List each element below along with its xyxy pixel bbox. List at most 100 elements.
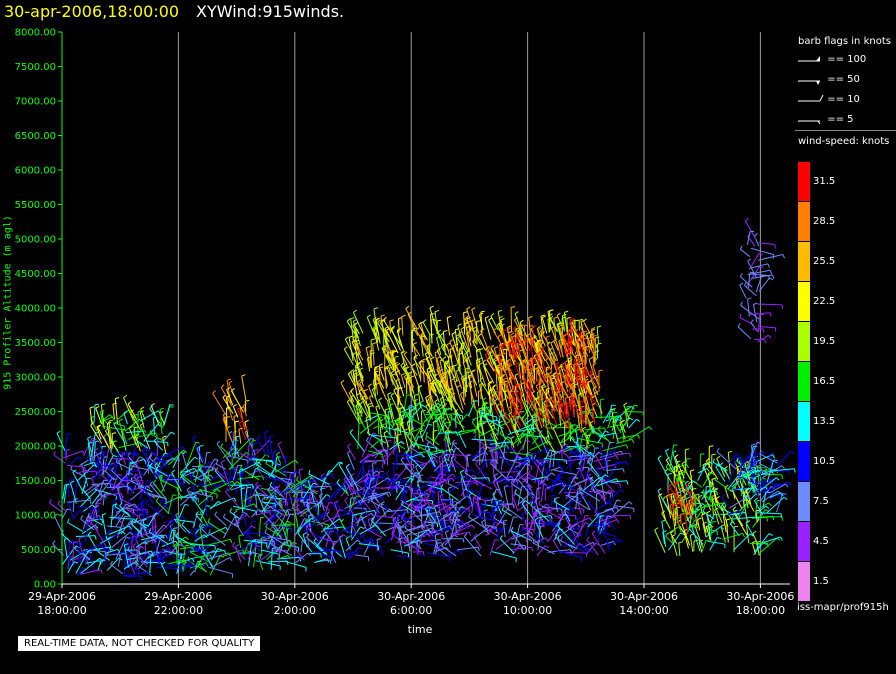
wind-barb xyxy=(72,510,80,520)
wind-barb-flag xyxy=(87,512,90,518)
wind-barb-flag xyxy=(549,449,554,452)
wind-barb xyxy=(350,390,361,407)
wind-barb-flag xyxy=(451,331,456,335)
wind-barb xyxy=(163,404,171,426)
wind-barb xyxy=(409,427,421,434)
wind-barb xyxy=(373,419,397,429)
wind-barb-flag xyxy=(672,450,677,454)
wind-barb xyxy=(378,367,381,386)
wind-barb-flag xyxy=(142,480,144,485)
wind-barb-flag xyxy=(123,541,128,545)
wind-barb xyxy=(284,560,307,568)
wind-barb-flag xyxy=(255,481,259,486)
wind-barb-flag xyxy=(457,522,462,526)
wind-barb xyxy=(511,480,514,504)
wind-barb xyxy=(560,341,564,357)
wind-barb-flag xyxy=(256,544,261,548)
wind-barb xyxy=(426,369,432,382)
wind-barb xyxy=(722,515,727,533)
wind-barb-flag xyxy=(440,396,445,400)
wind-barb-flag xyxy=(363,388,368,392)
wind-barb xyxy=(438,477,453,485)
wind-barb-flag xyxy=(526,460,530,465)
wind-barb-flag xyxy=(428,396,433,399)
wind-barb-flag xyxy=(103,433,108,437)
wind-barb-flag xyxy=(504,484,509,488)
wind-barb xyxy=(84,522,88,543)
wind-barb xyxy=(139,410,159,422)
wind-barb xyxy=(654,529,666,553)
wind-barb xyxy=(279,524,293,530)
wind-barb xyxy=(349,546,360,559)
wind-barb xyxy=(167,494,174,514)
wind-barb xyxy=(302,512,325,528)
wind-barb-flag xyxy=(449,339,454,343)
wind-barb xyxy=(234,503,255,511)
wind-barb-flag xyxy=(374,370,379,373)
wind-barb xyxy=(745,522,750,544)
wind-barb-flag xyxy=(193,493,198,497)
wind-barb xyxy=(334,502,340,518)
wind-barb-flag xyxy=(598,369,603,372)
wind-barb xyxy=(447,483,459,490)
wind-barb xyxy=(576,365,580,389)
wind-barb-flag xyxy=(498,345,504,348)
wind-barb xyxy=(400,535,422,553)
wind-barb-flag xyxy=(118,473,123,476)
wind-barb xyxy=(541,348,548,360)
wind-barb xyxy=(275,454,282,464)
wind-barb-flag xyxy=(294,471,300,474)
wind-barb xyxy=(411,494,422,515)
wind-barb xyxy=(87,438,92,453)
wind-barb-flag xyxy=(358,501,362,506)
wind-barb-flag xyxy=(357,410,362,414)
wind-barb-flag xyxy=(70,480,75,484)
wind-barb-flag xyxy=(134,452,138,457)
wind-barb-flag xyxy=(497,420,500,425)
wind-barb xyxy=(554,381,563,399)
wind-barb xyxy=(594,415,620,419)
wind-barb-flag xyxy=(322,515,327,519)
wind-barb xyxy=(199,512,209,526)
wind-barb xyxy=(413,356,421,379)
wind-barb xyxy=(106,557,120,571)
wind-barb-flag xyxy=(194,468,198,473)
wind-barb-flag xyxy=(527,383,532,386)
wind-barb xyxy=(512,344,515,361)
wind-barb xyxy=(592,412,596,425)
wind-barb xyxy=(430,314,433,339)
wind-barb xyxy=(512,472,528,484)
wind-barb-flag xyxy=(413,354,418,358)
wind-barb-flag xyxy=(276,463,281,466)
wind-barb xyxy=(665,535,674,545)
wind-barb-flag xyxy=(236,521,240,525)
wind-barb-flag xyxy=(379,366,384,369)
wind-barb xyxy=(575,361,585,387)
wind-barb-flag xyxy=(118,553,121,559)
wind-barb-flag xyxy=(714,507,719,511)
wind-barb xyxy=(383,367,389,387)
wind-barb-flag xyxy=(87,516,92,518)
wind-barb-flag xyxy=(355,364,360,367)
wind-barb xyxy=(403,354,418,376)
wind-barb-flag xyxy=(195,511,199,515)
wind-barb-flag xyxy=(101,403,106,406)
wind-barb xyxy=(86,458,100,466)
wind-barb-flag xyxy=(199,445,204,447)
wind-barb xyxy=(671,536,678,557)
wind-barb xyxy=(697,519,701,531)
wind-barb xyxy=(569,436,581,455)
wind-barb-flag xyxy=(555,496,560,499)
wind-barb xyxy=(563,446,578,453)
wind-barb xyxy=(448,356,451,379)
wind-barb xyxy=(161,478,185,485)
wind-barb xyxy=(477,336,487,351)
wind-barb xyxy=(516,433,524,446)
wind-barb xyxy=(256,438,268,457)
wind-barb-flag xyxy=(510,475,514,480)
wind-barb xyxy=(53,454,66,464)
wind-barb-flag xyxy=(400,532,404,537)
wind-barb xyxy=(392,352,394,372)
wind-barb-flag xyxy=(476,348,481,351)
wind-barb-flag xyxy=(225,416,231,418)
